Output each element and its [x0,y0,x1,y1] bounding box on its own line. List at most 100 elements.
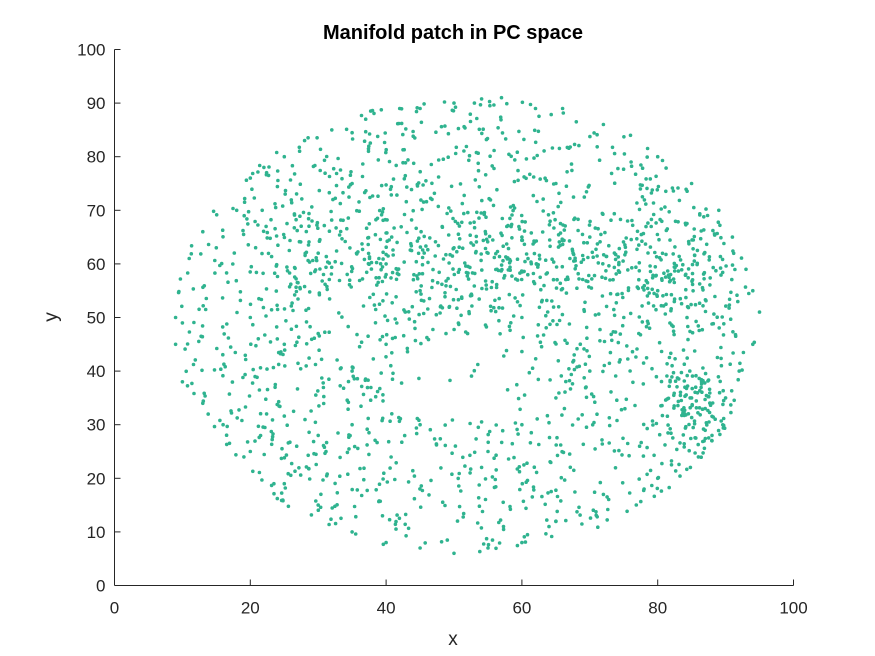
data-point [751,288,755,293]
data-point [242,213,246,218]
data-point [669,323,674,327]
data-point [673,357,677,361]
data-point [337,233,342,237]
data-point [295,387,300,391]
data-point [243,357,248,362]
data-point [350,137,355,141]
data-point [684,393,688,397]
data-point [289,198,294,202]
data-point [191,287,196,291]
data-point [486,546,490,550]
data-point [203,307,208,312]
data-point [472,368,477,373]
data-point [458,182,463,186]
data-point [504,348,509,353]
data-point [510,236,514,240]
data-point [303,417,307,422]
data-point [556,359,561,363]
data-point [621,167,626,171]
data-point [601,369,605,374]
data-point [686,267,691,271]
data-point [380,279,385,284]
data-point [460,220,464,225]
data-point [412,496,417,501]
data-point [510,213,514,217]
data-point [493,298,497,303]
data-point [689,302,693,307]
data-point [499,269,504,273]
data-point [262,452,267,457]
data-point [289,327,294,332]
data-point [441,257,446,261]
data-point [501,258,505,263]
data-point [473,178,478,182]
data-point [685,356,689,360]
data-point [650,419,655,423]
data-point [341,218,345,223]
data-point [443,291,447,295]
data-point [358,466,362,471]
data-point [703,371,708,376]
data-point [444,284,448,288]
data-point [591,508,596,512]
data-point [274,150,279,155]
data-point [214,213,219,217]
data-point [243,405,248,409]
data-point [273,382,278,387]
data-point [554,265,559,269]
data-point [678,390,683,395]
data-point [547,524,551,529]
data-point [462,124,466,129]
data-point [405,185,409,189]
data-point [466,210,470,215]
data-point [542,283,546,288]
data-point [661,294,665,298]
data-point [428,196,433,201]
data-point [698,388,702,393]
data-point [567,378,572,383]
data-point [480,286,484,291]
data-point [515,427,519,432]
data-point [692,422,697,426]
data-point [519,213,524,218]
data-point [573,490,577,494]
data-point [684,272,688,277]
data-point [720,315,724,319]
data-point [266,251,271,256]
data-point [285,423,290,428]
data-point [373,321,378,325]
data-point [221,373,225,378]
data-point [575,510,579,514]
data-point [492,305,496,310]
data-point [600,294,605,298]
data-point [667,279,672,284]
data-point [311,439,316,444]
data-point [655,154,660,159]
data-point [282,154,287,159]
data-point [359,493,364,498]
data-point [447,206,451,210]
data-point [700,407,705,412]
data-point [601,262,605,266]
data-point [374,276,378,280]
data-point [631,380,635,385]
data-point [453,105,458,109]
data-point [419,341,423,346]
data-point [703,428,707,433]
data-point [185,384,190,388]
x-axis-ticks: 0 20 40 60 80 100 [110,579,808,618]
data-point [716,375,721,379]
data-point [401,160,405,165]
data-point [307,430,311,435]
y-tick-label: 60 [87,255,106,274]
data-point [607,361,612,366]
data-point [484,536,489,541]
data-point [635,247,639,252]
data-point [412,319,417,324]
data-point [324,154,329,159]
data-point [494,546,498,551]
data-point [241,228,245,233]
data-point [329,265,334,270]
data-point [548,219,552,223]
data-point [545,413,550,418]
